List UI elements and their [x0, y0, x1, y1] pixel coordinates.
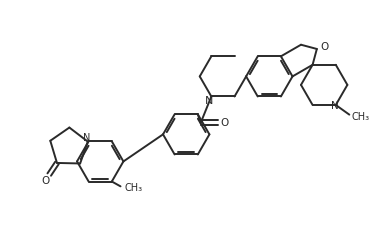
Text: N: N — [83, 134, 90, 144]
Text: N: N — [205, 96, 214, 106]
Text: O: O — [41, 176, 49, 186]
Text: CH₃: CH₃ — [352, 112, 369, 122]
Text: CH₃: CH₃ — [124, 183, 142, 193]
Text: O: O — [320, 42, 329, 52]
Text: N: N — [331, 101, 339, 111]
Text: O: O — [221, 118, 229, 128]
